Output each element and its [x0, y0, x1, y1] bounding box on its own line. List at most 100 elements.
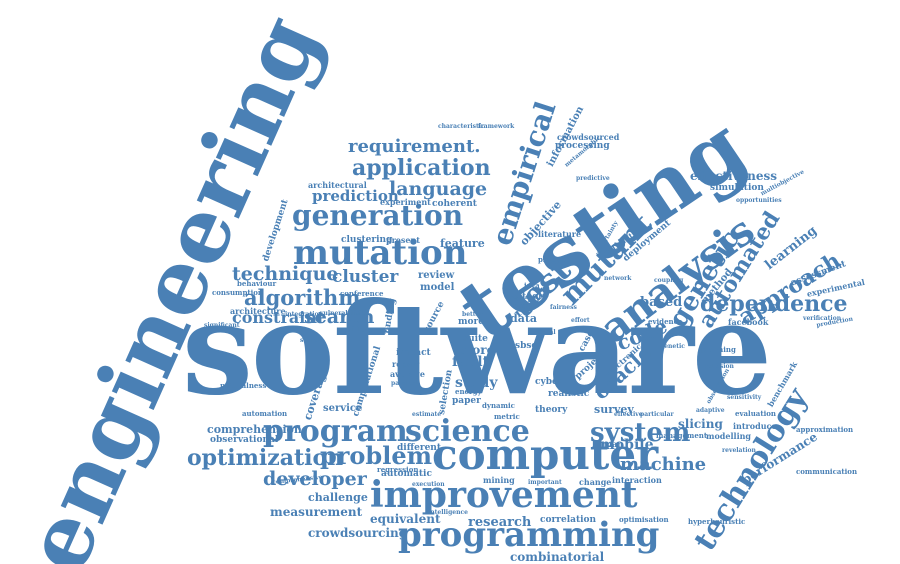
word-architectural: architectural — [308, 180, 367, 190]
word-service: service — [323, 403, 363, 414]
word-communication: communication — [796, 467, 858, 476]
word-crowdsourced: crowdsourced — [557, 132, 620, 142]
word-dependence: dependence — [700, 291, 848, 317]
word-language: language — [389, 178, 488, 200]
word-fairness: fairness — [550, 304, 577, 311]
word-architecture: architecture — [230, 306, 286, 316]
word-slicing: slicing — [678, 417, 723, 431]
word-efficiency: efficiency — [345, 324, 389, 334]
word-based: based — [640, 295, 683, 310]
word-mobile: mobile — [600, 437, 654, 453]
word-dynamic: dynamic — [482, 401, 515, 410]
word-metric: metric — [494, 412, 520, 421]
word-simulation: simulation — [710, 183, 764, 193]
word-cluster: cluster — [332, 267, 399, 287]
word-java: java — [524, 281, 540, 290]
word-effective: effective — [614, 411, 643, 418]
word-genetic-small: genetic — [660, 343, 685, 350]
word-cyber: cyber — [535, 377, 563, 387]
word-particular: particular — [640, 411, 674, 418]
word-comprehension: comprehension — [207, 423, 302, 436]
word-automation: automation — [242, 409, 288, 418]
word-facebook: facebook — [728, 317, 769, 327]
word-energy: energy — [455, 387, 482, 396]
word-predictive: predictive — [576, 175, 610, 182]
word-opportunities: opportunities — [736, 197, 782, 204]
word-natural: natural — [531, 329, 556, 336]
word-science: science — [405, 414, 530, 449]
word-integration: integration — [285, 311, 323, 318]
word-application: application — [352, 155, 491, 181]
word-execution: execution — [412, 481, 445, 488]
word-significant: significant — [204, 322, 240, 329]
word-naturalness: naturalness — [220, 381, 267, 390]
word-different: different — [397, 443, 441, 453]
word-prediction: prediction — [312, 187, 399, 205]
word-sensitivity: sensitivity — [727, 394, 762, 401]
word-experiment: experiment — [380, 197, 431, 207]
word-system: system — [590, 418, 691, 448]
word-crowdsourcing: crowdsourcing — [308, 526, 408, 540]
word-mining: mining — [483, 475, 515, 485]
word-algorithm: algorithm — [244, 285, 361, 310]
word-coherent: coherent — [432, 199, 477, 209]
word-interaction: interaction — [612, 475, 662, 485]
word-change: change — [579, 477, 612, 487]
word-open: open — [513, 301, 533, 310]
word-important: important — [528, 479, 562, 486]
word-research: research — [468, 515, 532, 530]
word-program: program — [263, 414, 408, 449]
word-average: average — [390, 369, 426, 379]
word-requirement: requirement. — [348, 136, 481, 157]
word-approximation: approximation — [796, 425, 854, 434]
word-problem: problem — [320, 441, 432, 470]
word-tool: tool — [522, 292, 542, 302]
word-repair: repair — [392, 359, 420, 369]
word-challenge: challenge — [308, 491, 368, 504]
word-adaptive: adaptive — [696, 407, 725, 414]
word-optimization: optimization — [187, 445, 344, 471]
word-evidence: evidence — [648, 317, 683, 326]
word-improvement: improvement — [370, 474, 638, 516]
word-static: static — [510, 294, 529, 301]
word-hyperheuristic: hyperheuristic — [688, 517, 746, 526]
word-regression: regression — [377, 465, 419, 474]
word-more: more — [458, 317, 484, 327]
word-parallel: parallel — [391, 380, 417, 387]
word-verification: verification — [803, 315, 842, 322]
word-theory: theory — [535, 405, 568, 415]
word-computer: computer — [432, 430, 659, 479]
word-present: present — [386, 235, 421, 245]
word-introduce: introduce — [733, 421, 777, 431]
word-equivalent: equivalent — [370, 512, 441, 526]
word-planning: planning — [701, 345, 736, 354]
word-network: network — [604, 275, 632, 282]
word-modelling: modelling — [706, 431, 752, 441]
word-model: model — [420, 282, 455, 293]
word-management: management — [656, 431, 708, 440]
word-human: human — [592, 439, 624, 449]
word-revelation: revelation — [722, 447, 756, 454]
word-consumption: consumption — [212, 288, 264, 297]
word-realistic: realistic — [548, 389, 590, 399]
word-evaluation: evaluation — [735, 409, 776, 418]
word-estimate: estimate — [412, 411, 442, 418]
word-programming: programming — [398, 515, 660, 555]
word-impact: impact — [396, 348, 431, 358]
word-behaviour: behaviour — [237, 279, 277, 288]
word-literature: literature — [538, 229, 582, 239]
word-search: search — [304, 306, 375, 328]
word-measurement: measurement — [270, 505, 363, 519]
word-clustering: clustering — [341, 235, 393, 245]
word-correlation: correlation — [540, 515, 597, 525]
word-framework: framework — [478, 123, 515, 130]
word-developer: developer — [263, 468, 367, 490]
word-vulnerabilities: vulnerabilities — [320, 310, 369, 317]
word-effort: effort — [571, 317, 590, 324]
word-sbse: sbse — [515, 341, 538, 351]
word-characteristic: characteristic — [438, 123, 485, 130]
word-software: software — [182, 275, 772, 423]
word-observational: observational — [210, 435, 279, 445]
word-conference: conference — [340, 289, 384, 298]
